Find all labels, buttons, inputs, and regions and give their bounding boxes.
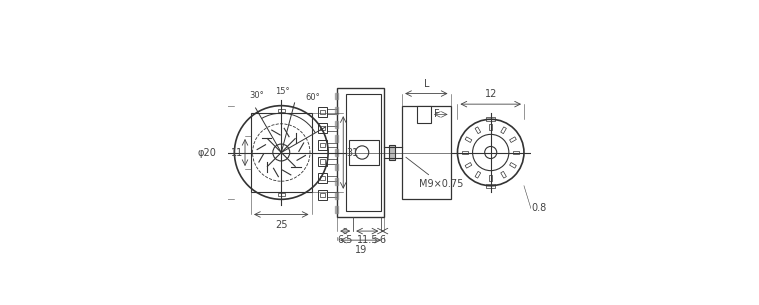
Bar bbox=[319, 124, 326, 133]
Bar bbox=[346, 94, 381, 211]
Bar bbox=[319, 190, 326, 200]
Bar bbox=[320, 193, 325, 197]
Bar bbox=[389, 145, 395, 160]
Text: 30°: 30° bbox=[250, 91, 264, 100]
Bar bbox=[320, 109, 325, 114]
Text: 19: 19 bbox=[354, 245, 367, 255]
Bar bbox=[320, 143, 325, 147]
Text: 12: 12 bbox=[484, 89, 497, 99]
Bar bbox=[319, 173, 326, 183]
Text: 25: 25 bbox=[275, 220, 288, 230]
Bar bbox=[326, 109, 337, 114]
Bar bbox=[326, 159, 337, 164]
Bar bbox=[319, 157, 326, 167]
Bar bbox=[326, 176, 337, 181]
Text: φ20: φ20 bbox=[197, 148, 216, 157]
Text: 6.5: 6.5 bbox=[338, 235, 353, 245]
Bar bbox=[326, 126, 337, 131]
Text: 0.8: 0.8 bbox=[531, 203, 546, 213]
Bar bbox=[326, 192, 337, 197]
Bar bbox=[348, 140, 379, 165]
Bar bbox=[402, 106, 451, 199]
Bar bbox=[417, 106, 431, 123]
Text: F: F bbox=[433, 109, 439, 120]
Bar bbox=[337, 88, 384, 217]
Text: 11.5: 11.5 bbox=[357, 235, 378, 245]
Text: 6: 6 bbox=[380, 235, 386, 245]
Text: 11: 11 bbox=[231, 148, 243, 157]
Bar bbox=[319, 107, 326, 117]
Text: M9×0.75: M9×0.75 bbox=[406, 157, 463, 189]
Bar bbox=[251, 113, 311, 192]
Text: 31: 31 bbox=[346, 148, 358, 157]
Bar bbox=[320, 126, 325, 131]
Bar bbox=[326, 142, 337, 147]
Bar bbox=[319, 140, 326, 150]
Bar bbox=[320, 160, 325, 164]
Text: 15°: 15° bbox=[276, 87, 290, 96]
Text: L: L bbox=[424, 79, 429, 89]
Text: 60°: 60° bbox=[306, 93, 320, 102]
Bar bbox=[320, 176, 325, 180]
